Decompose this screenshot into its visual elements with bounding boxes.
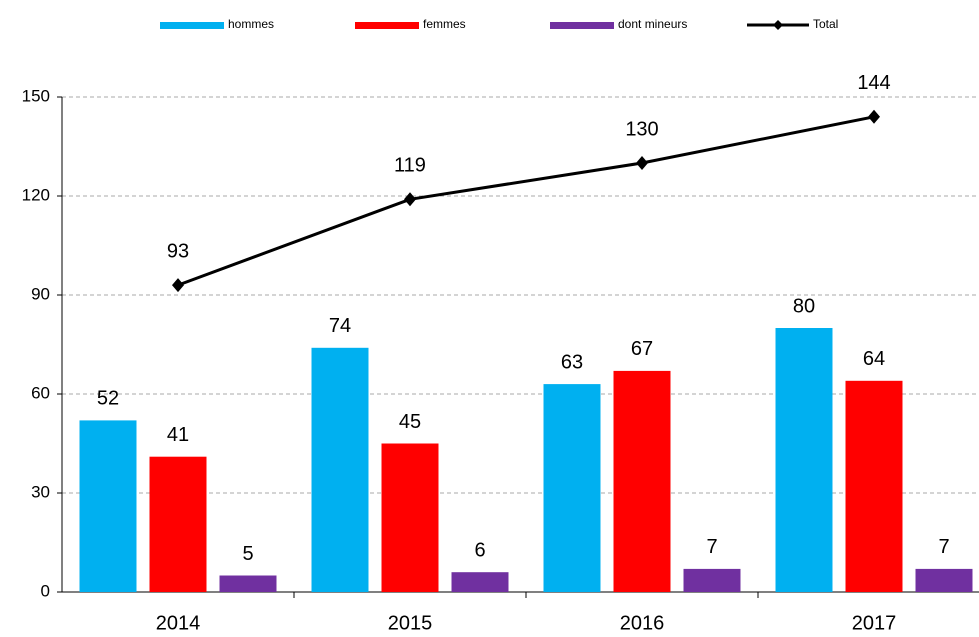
- bar: [775, 328, 833, 592]
- bar: [149, 456, 207, 592]
- y-tick-label: 120: [22, 185, 50, 204]
- legend-label: dont mineurs: [618, 17, 687, 31]
- data-label: 7: [706, 536, 717, 558]
- data-label: 7: [938, 536, 949, 558]
- data-label: 52: [97, 388, 119, 410]
- legend-swatch: [550, 22, 614, 29]
- x-tick-label: 2015: [388, 612, 433, 634]
- data-label: 67: [631, 338, 653, 360]
- data-label: 64: [863, 348, 885, 370]
- y-tick-label: 0: [41, 581, 50, 600]
- x-tick-label: 2014: [156, 612, 201, 634]
- total-marker: [868, 109, 880, 124]
- data-label: 63: [561, 351, 583, 373]
- y-tick-label: 30: [31, 482, 50, 501]
- legend-swatch: [355, 22, 419, 29]
- bar: [613, 370, 671, 592]
- data-label: 41: [167, 424, 189, 446]
- legend-swatch: [160, 22, 224, 29]
- bar: [543, 384, 601, 592]
- total-marker: [404, 192, 416, 207]
- data-label: 130: [625, 118, 658, 140]
- bar: [683, 568, 741, 592]
- bar: [381, 443, 439, 592]
- bar: [311, 347, 369, 592]
- legend-label: Total: [813, 17, 838, 31]
- data-label: 45: [399, 411, 421, 433]
- y-tick-label: 60: [31, 383, 50, 402]
- bar: [219, 575, 277, 592]
- legend-label: femmes: [423, 17, 466, 31]
- data-label: 119: [394, 155, 426, 177]
- data-label: 74: [329, 315, 351, 337]
- legend-marker: [773, 20, 783, 30]
- bar: [451, 572, 509, 592]
- bar: [915, 568, 973, 592]
- legend-label: hommes: [228, 17, 274, 31]
- x-tick-label: 2017: [852, 612, 897, 634]
- x-tick-label: 2016: [620, 612, 665, 634]
- data-label: 144: [857, 72, 890, 94]
- bar: [845, 380, 903, 592]
- total-marker: [172, 278, 184, 293]
- data-label: 5: [242, 543, 253, 565]
- data-label: 80: [793, 295, 815, 317]
- total-line: [177, 115, 875, 287]
- data-label: 6: [474, 539, 485, 561]
- y-tick-label: 90: [31, 284, 50, 303]
- y-tick-label: 150: [22, 86, 50, 105]
- data-label: 93: [167, 240, 189, 262]
- bar: [79, 420, 137, 592]
- total-marker: [636, 156, 648, 170]
